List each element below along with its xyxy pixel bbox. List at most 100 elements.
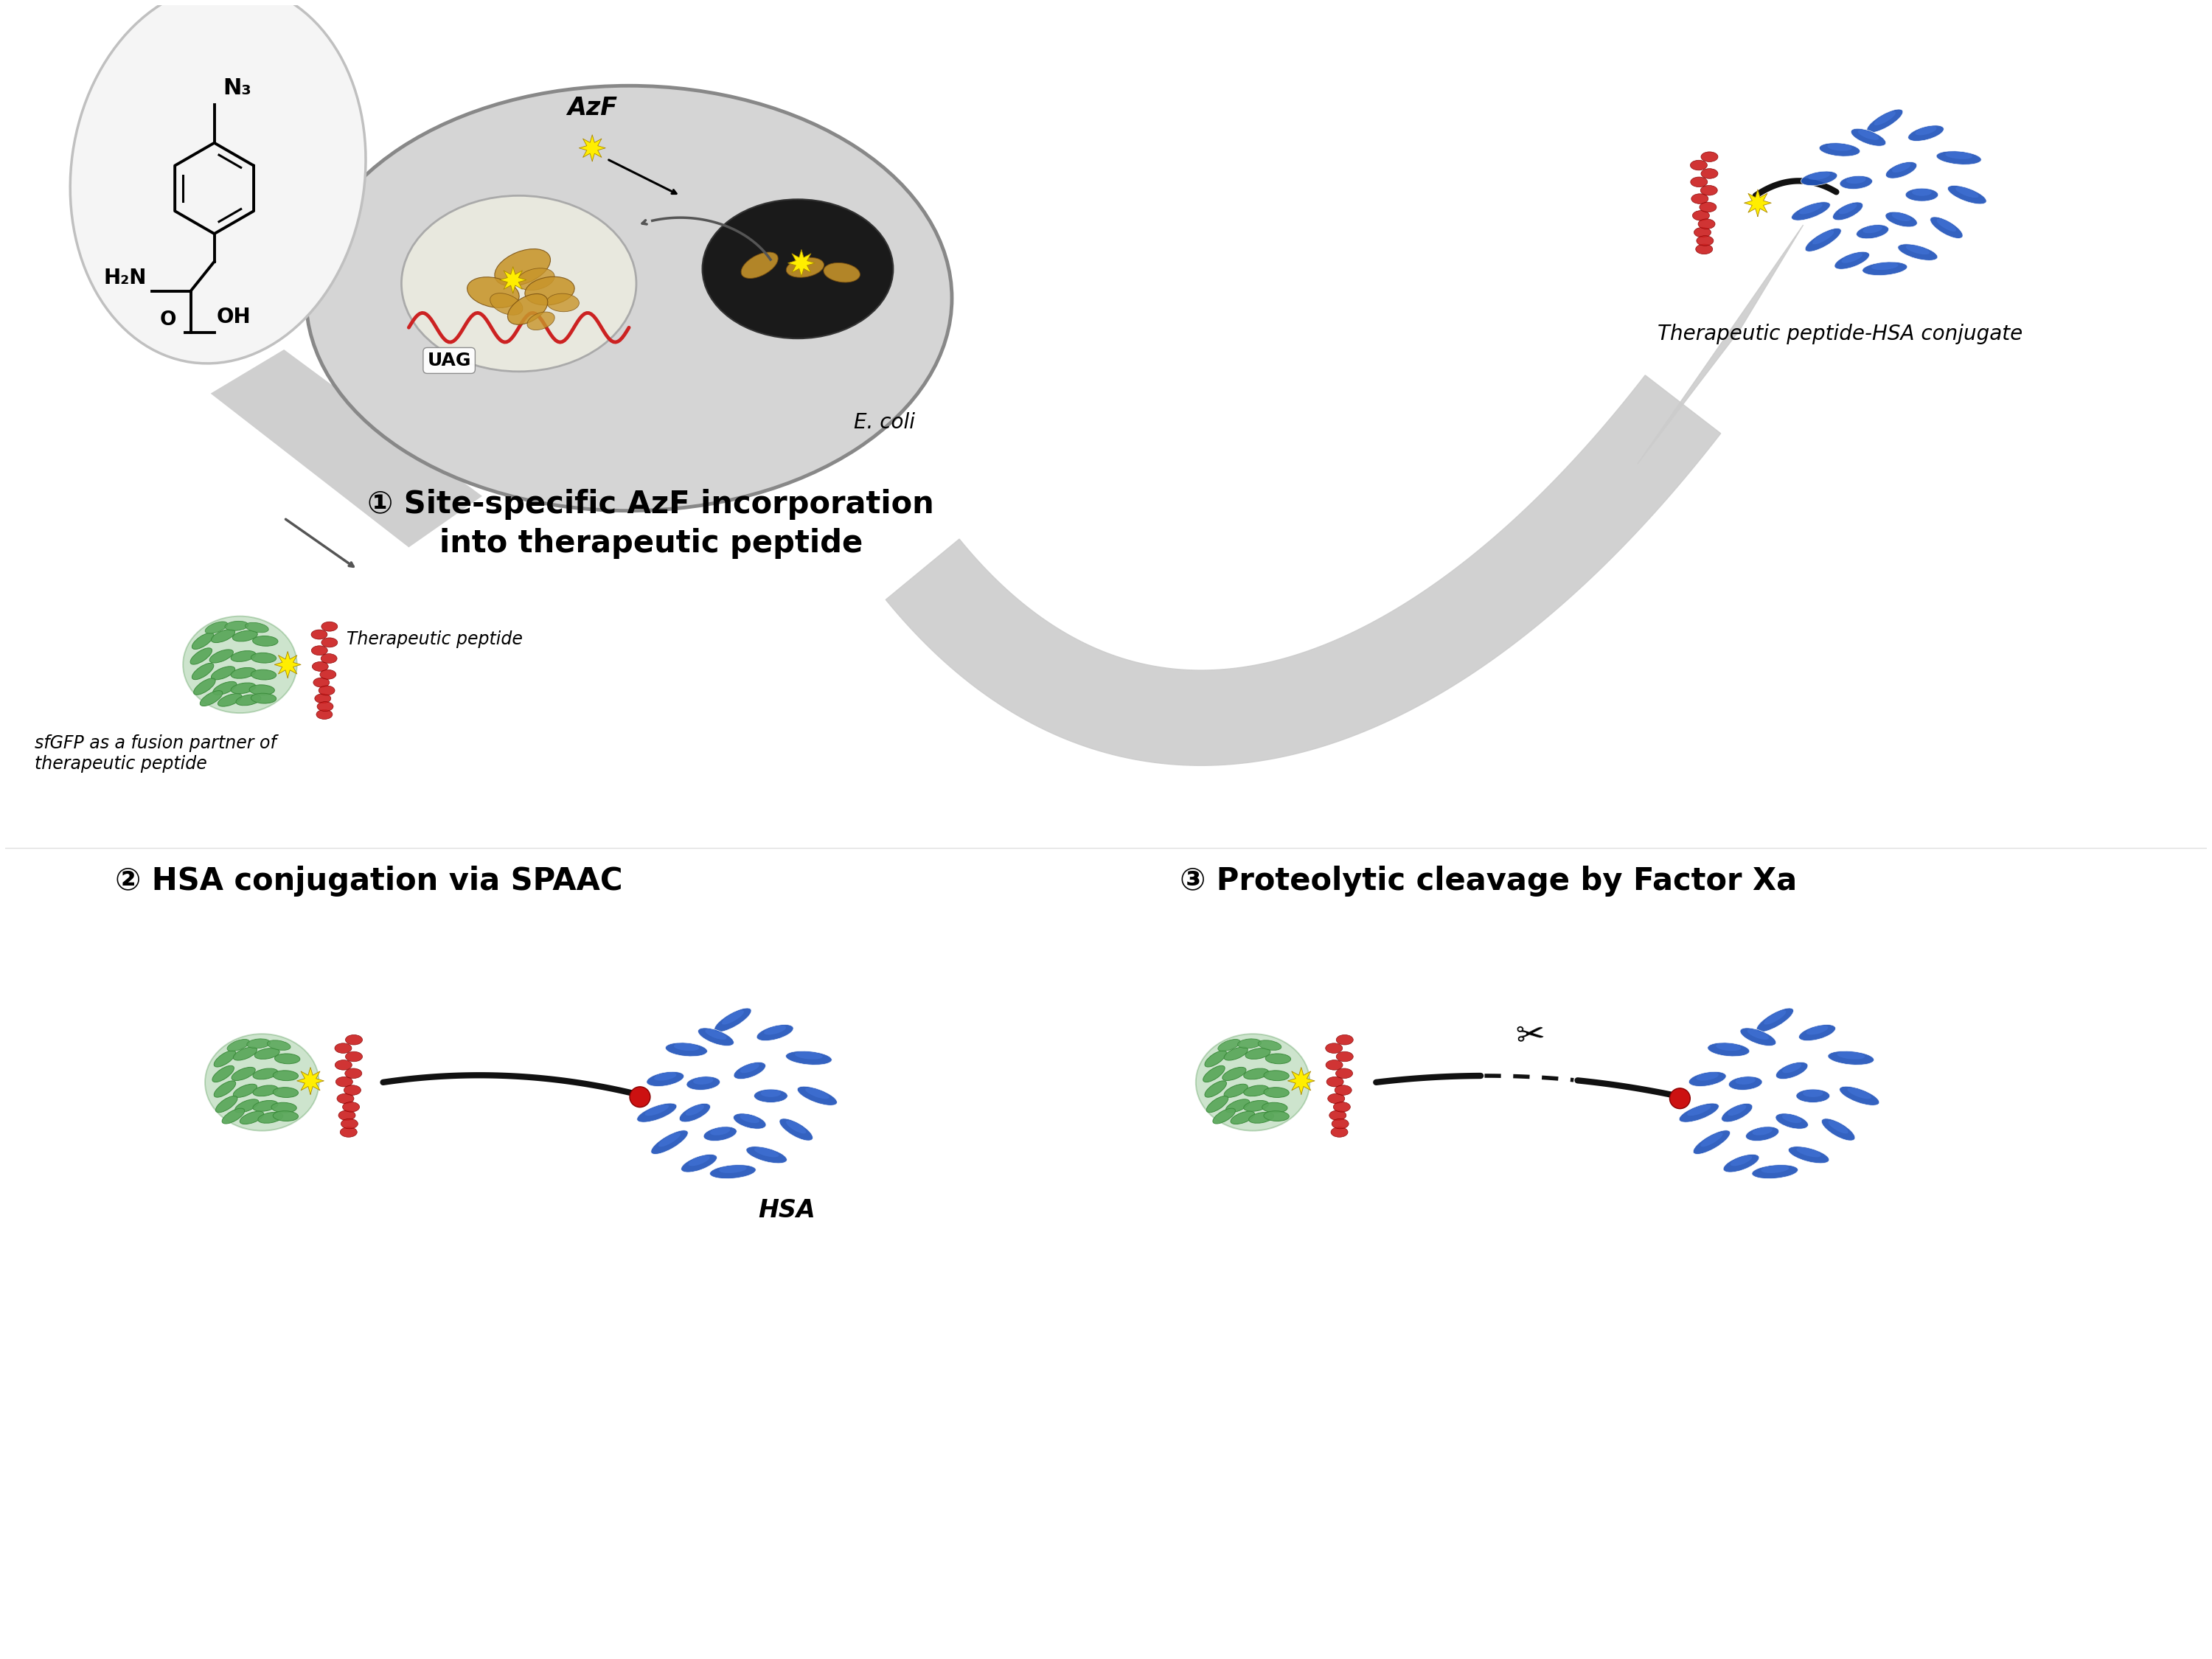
Ellipse shape: [1223, 1067, 1245, 1080]
Ellipse shape: [199, 690, 223, 707]
Ellipse shape: [739, 1115, 759, 1123]
Ellipse shape: [1225, 1100, 1250, 1113]
Ellipse shape: [1699, 202, 1717, 212]
Ellipse shape: [254, 1048, 279, 1058]
Ellipse shape: [1827, 143, 1851, 151]
Ellipse shape: [761, 1090, 781, 1097]
Ellipse shape: [703, 1126, 737, 1141]
Ellipse shape: [1763, 1010, 1785, 1025]
Ellipse shape: [1730, 1156, 1752, 1166]
Ellipse shape: [1243, 1085, 1270, 1097]
Ellipse shape: [1325, 1044, 1343, 1053]
Ellipse shape: [1332, 1118, 1349, 1128]
Ellipse shape: [1245, 1048, 1270, 1058]
Ellipse shape: [785, 1050, 832, 1065]
Ellipse shape: [250, 670, 276, 680]
Ellipse shape: [246, 622, 268, 632]
Ellipse shape: [312, 630, 327, 639]
Ellipse shape: [210, 650, 232, 664]
Ellipse shape: [230, 667, 257, 679]
Ellipse shape: [259, 1112, 283, 1123]
Ellipse shape: [321, 637, 338, 647]
Ellipse shape: [507, 294, 549, 325]
Ellipse shape: [1891, 212, 1911, 221]
Ellipse shape: [232, 1067, 254, 1080]
Ellipse shape: [272, 1103, 296, 1113]
Ellipse shape: [1834, 202, 1863, 221]
Ellipse shape: [248, 1039, 270, 1048]
Ellipse shape: [794, 1052, 823, 1060]
Ellipse shape: [734, 1113, 765, 1130]
Ellipse shape: [754, 1148, 779, 1158]
Ellipse shape: [230, 684, 257, 693]
Ellipse shape: [1203, 1065, 1225, 1082]
Ellipse shape: [1838, 204, 1856, 214]
Ellipse shape: [1752, 1165, 1798, 1180]
Text: ③ Proteolytic cleavage by Factor Xa: ③ Proteolytic cleavage by Factor Xa: [1179, 866, 1796, 896]
Ellipse shape: [1836, 1052, 1865, 1060]
Ellipse shape: [1243, 1068, 1270, 1080]
Polygon shape: [885, 375, 1721, 765]
Ellipse shape: [1250, 1112, 1274, 1123]
Ellipse shape: [805, 1088, 830, 1098]
Ellipse shape: [714, 1009, 752, 1032]
Ellipse shape: [334, 1044, 352, 1053]
Ellipse shape: [217, 1097, 237, 1113]
Ellipse shape: [1792, 202, 1829, 221]
Ellipse shape: [741, 1063, 759, 1073]
Ellipse shape: [345, 1035, 363, 1045]
Ellipse shape: [741, 252, 779, 279]
Ellipse shape: [71, 0, 365, 363]
Ellipse shape: [336, 1093, 354, 1103]
Ellipse shape: [659, 1133, 681, 1146]
Ellipse shape: [1955, 187, 1980, 197]
Ellipse shape: [234, 1100, 259, 1113]
Ellipse shape: [1206, 1050, 1225, 1067]
Ellipse shape: [699, 1029, 734, 1045]
Circle shape: [630, 1087, 650, 1107]
Ellipse shape: [1239, 1039, 1261, 1048]
Ellipse shape: [686, 1105, 703, 1115]
Ellipse shape: [779, 1118, 812, 1141]
Ellipse shape: [1798, 1025, 1836, 1040]
Ellipse shape: [338, 1110, 356, 1120]
Ellipse shape: [1212, 1108, 1234, 1123]
Ellipse shape: [1692, 1130, 1730, 1155]
Ellipse shape: [1329, 1110, 1347, 1120]
Ellipse shape: [1692, 194, 1708, 204]
Ellipse shape: [1699, 219, 1714, 229]
Ellipse shape: [491, 294, 522, 315]
Ellipse shape: [745, 1146, 787, 1163]
Ellipse shape: [1325, 1060, 1343, 1070]
Ellipse shape: [1807, 173, 1829, 179]
Ellipse shape: [666, 1042, 708, 1057]
Ellipse shape: [195, 679, 215, 695]
Text: ① Site-specific AzF incorporation
into therapeutic peptide: ① Site-specific AzF incorporation into t…: [367, 489, 933, 559]
Ellipse shape: [1867, 109, 1902, 133]
Text: O: O: [159, 310, 177, 330]
Ellipse shape: [757, 1025, 794, 1040]
Polygon shape: [787, 249, 814, 277]
Ellipse shape: [1747, 1029, 1770, 1040]
Ellipse shape: [679, 1103, 710, 1121]
Ellipse shape: [1944, 151, 1973, 159]
Ellipse shape: [692, 1077, 712, 1085]
Ellipse shape: [206, 1034, 319, 1131]
Polygon shape: [274, 652, 301, 679]
Text: AzF: AzF: [566, 96, 617, 119]
Ellipse shape: [237, 695, 261, 705]
Ellipse shape: [1812, 231, 1834, 244]
Ellipse shape: [215, 1050, 237, 1067]
Ellipse shape: [1263, 1103, 1287, 1113]
Ellipse shape: [1805, 229, 1840, 252]
Ellipse shape: [230, 650, 257, 662]
Ellipse shape: [1336, 1052, 1354, 1062]
Ellipse shape: [319, 685, 334, 695]
Ellipse shape: [250, 693, 276, 703]
Ellipse shape: [1197, 1034, 1310, 1131]
Ellipse shape: [212, 1065, 234, 1082]
Text: HSA: HSA: [759, 1198, 816, 1223]
Ellipse shape: [1761, 1165, 1790, 1173]
Ellipse shape: [252, 1100, 279, 1112]
Ellipse shape: [250, 652, 276, 664]
